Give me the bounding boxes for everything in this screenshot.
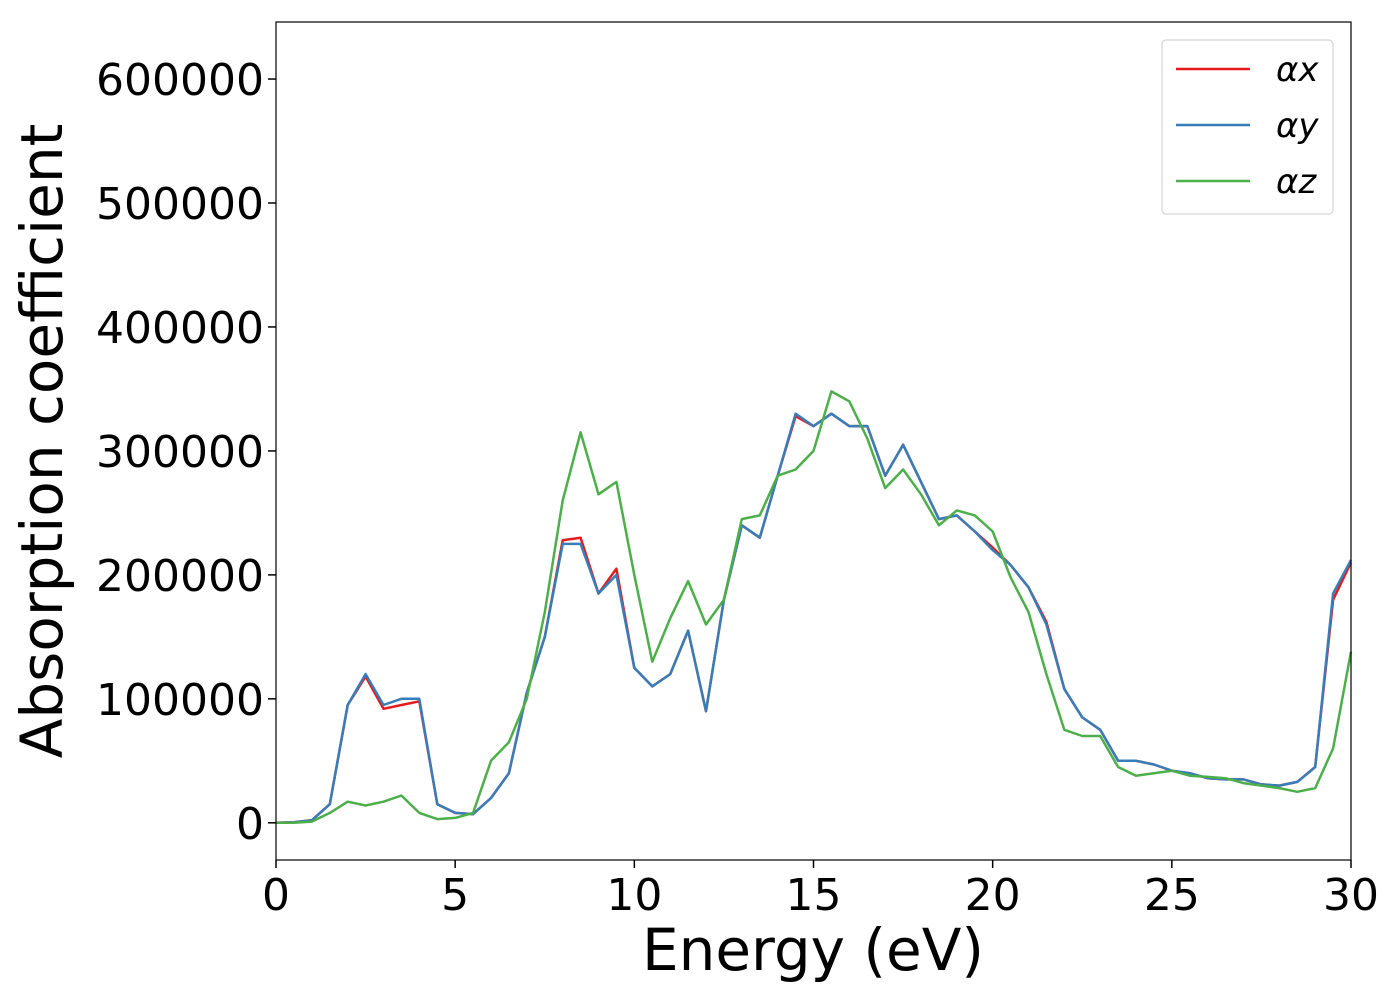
x-axis-label: Energy (eV)	[642, 916, 984, 984]
data-line	[276, 390, 1353, 825]
y-tick-label: 400000	[96, 303, 264, 354]
y-tick-label: 600000	[96, 55, 264, 106]
legend-box	[1161, 39, 1334, 215]
x-tick-label: 15	[786, 870, 842, 921]
legend-label: αx	[1276, 50, 1319, 90]
y-tick-label: 200000	[96, 551, 264, 602]
x-tick-label: 25	[1144, 870, 1200, 921]
x-tick-label: 20	[965, 870, 1021, 921]
legend-label: αy	[1276, 106, 1319, 146]
x-tick-label: 0	[262, 870, 290, 921]
x-tick-label: 10	[606, 870, 662, 921]
plot-frame	[275, 21, 1352, 861]
y-tick-label: 0	[236, 799, 264, 850]
legend-label: αz	[1276, 162, 1317, 202]
y-tick-label: 300000	[96, 427, 264, 478]
data-line	[275, 412, 1353, 825]
x-tick-label: 30	[1323, 870, 1379, 921]
y-tick-label: 100000	[96, 675, 264, 726]
x-tick-label: 5	[441, 870, 469, 921]
data-line	[275, 412, 1353, 825]
y-tick-label: 500000	[96, 179, 264, 230]
y-axis-label: Absorption coefficient	[8, 124, 76, 759]
